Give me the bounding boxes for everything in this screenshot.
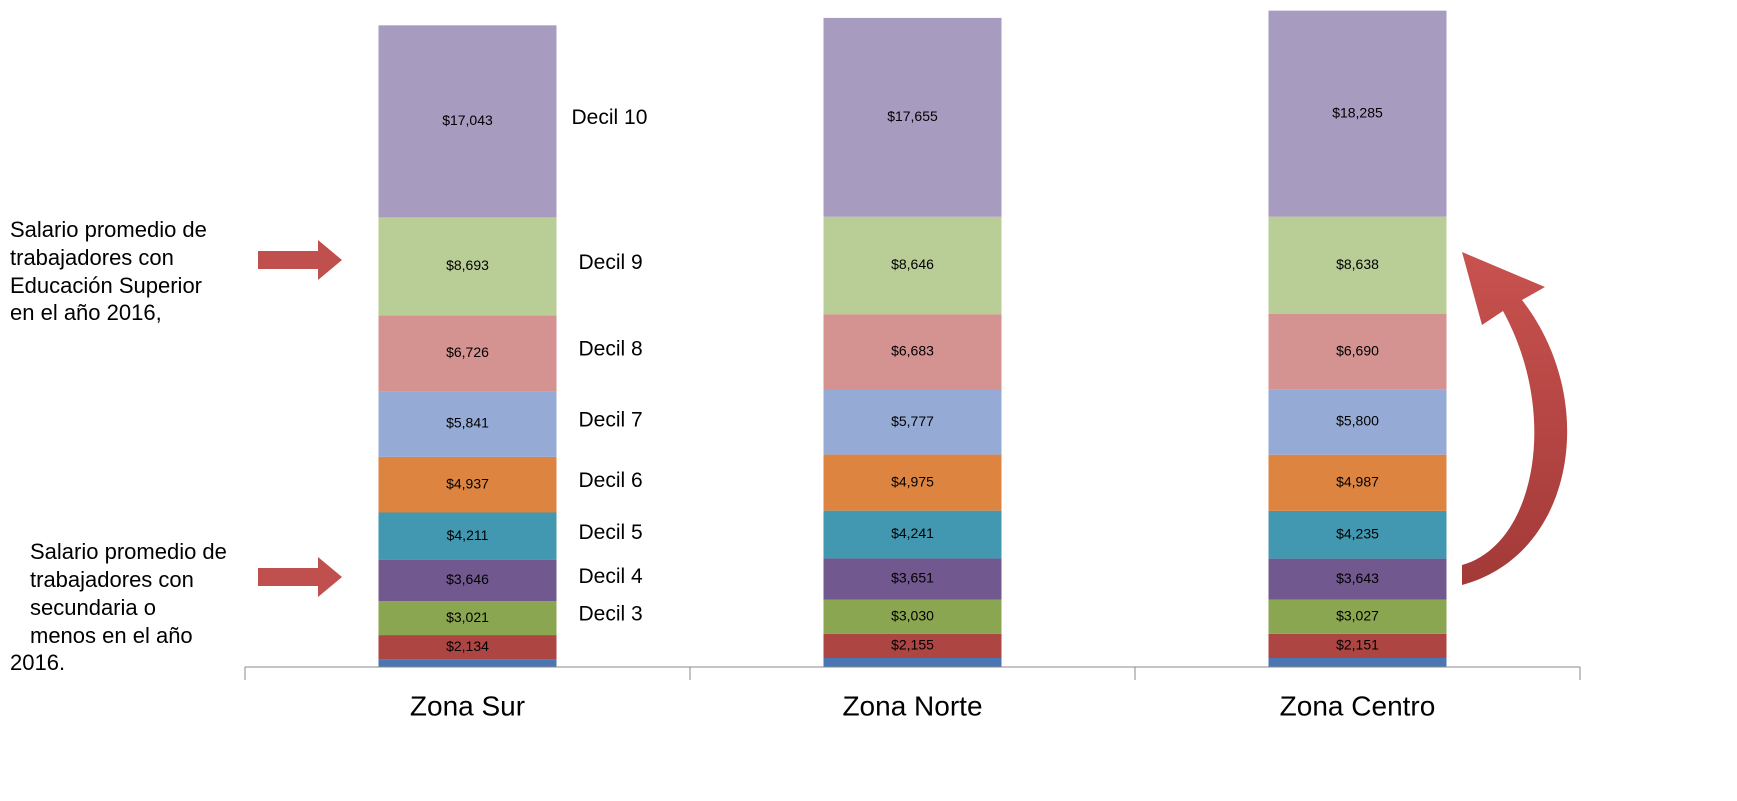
data-label: $8,646 xyxy=(891,256,934,272)
bar-segment xyxy=(1268,599,1447,634)
curved-arrow xyxy=(1462,252,1568,585)
data-label: $4,211 xyxy=(447,527,489,543)
bar-segment xyxy=(823,17,1002,217)
data-label: $6,690 xyxy=(1336,342,1379,358)
series-label: Decil 3 xyxy=(579,603,643,626)
data-label: $3,643 xyxy=(1336,570,1379,586)
data-label: $8,693 xyxy=(446,257,489,273)
bar-segment xyxy=(823,314,1002,390)
bar-segment xyxy=(823,599,1002,634)
bar-segment xyxy=(823,657,1002,667)
data-label: $6,683 xyxy=(891,343,934,359)
arrow xyxy=(258,557,342,597)
bar-segment xyxy=(823,216,1002,315)
x-tick-label: Zona Norte xyxy=(842,690,982,721)
bar-segment xyxy=(1268,510,1447,559)
data-label: $17,655 xyxy=(887,108,938,124)
bar-segment xyxy=(378,559,557,602)
data-label: $4,937 xyxy=(446,475,489,491)
series-label: Decil 7 xyxy=(579,409,643,432)
data-label: $17,043 xyxy=(442,112,493,128)
bar-segment xyxy=(1268,313,1447,390)
data-label: $2,134 xyxy=(446,638,489,654)
data-label: $8,638 xyxy=(1336,256,1379,272)
annotation-line: trabajadores con xyxy=(30,567,194,592)
series-label: Decil 8 xyxy=(579,338,643,361)
annotation-line: trabajadores con xyxy=(10,245,174,270)
bar-segment xyxy=(1268,216,1447,314)
data-label: $3,027 xyxy=(1336,607,1379,623)
bar-segment xyxy=(823,558,1002,600)
data-label: $5,777 xyxy=(891,413,934,429)
bar-segment xyxy=(378,512,557,560)
bar-segment xyxy=(823,454,1002,511)
data-label: $3,646 xyxy=(446,571,489,587)
data-label: $2,151 xyxy=(1336,637,1379,653)
bar-segment xyxy=(823,389,1002,455)
x-tick-label: Zona Centro xyxy=(1280,690,1436,721)
bar-segment xyxy=(1268,454,1447,511)
bar-segment xyxy=(378,391,557,457)
annotation-line: Educación Superior xyxy=(10,273,202,298)
annotation-bottom: Salario promedio de trabajadores con sec… xyxy=(10,539,227,675)
bar-segment xyxy=(1268,558,1447,600)
data-label: $18,285 xyxy=(1332,104,1383,120)
annotation-line: 2016. xyxy=(10,650,65,675)
bar-segment xyxy=(378,217,557,316)
bar-segment xyxy=(1268,389,1447,455)
series-label: Decil 5 xyxy=(579,521,643,544)
bar-segment xyxy=(378,25,557,218)
bar-segment xyxy=(1268,657,1447,667)
data-label: $4,235 xyxy=(1336,525,1379,541)
bar-segment xyxy=(378,601,557,636)
bar-segment xyxy=(1268,633,1447,658)
bar-segment xyxy=(1268,10,1447,217)
bar-segment xyxy=(378,659,557,667)
annotation-line: en el año 2016, xyxy=(10,300,162,325)
bar-segment xyxy=(378,456,557,513)
bar-segment xyxy=(823,633,1002,658)
series-label: Decil 9 xyxy=(579,251,643,274)
annotation-line: Salario promedio de xyxy=(30,539,227,564)
series-label: Decil 6 xyxy=(579,469,643,492)
data-label: $3,021 xyxy=(446,609,489,625)
data-label: $5,841 xyxy=(446,415,489,431)
bar-segment xyxy=(378,315,557,392)
annotation-line: secundaria o xyxy=(30,595,156,620)
annotation-line: Salario promedio de xyxy=(10,217,207,242)
bar-segment xyxy=(823,510,1002,559)
data-label: $4,241 xyxy=(891,525,934,541)
data-label: $6,726 xyxy=(446,344,489,360)
series-label: Decil 10 xyxy=(572,106,648,129)
data-label: $3,030 xyxy=(891,607,934,623)
data-label: $5,800 xyxy=(1336,413,1379,429)
data-label: $4,975 xyxy=(891,473,934,489)
data-label: $3,651 xyxy=(891,570,934,586)
bar-segment xyxy=(378,635,557,660)
arrow xyxy=(258,240,342,280)
series-label: Decil 4 xyxy=(579,565,644,588)
data-label: $4,987 xyxy=(1336,473,1379,489)
annotation-line: menos en el año xyxy=(30,623,193,648)
annotation-top: Salario promedio de trabajadores con Edu… xyxy=(10,217,207,325)
data-label: $2,155 xyxy=(891,637,934,653)
x-tick-label: Zona Sur xyxy=(410,690,525,721)
